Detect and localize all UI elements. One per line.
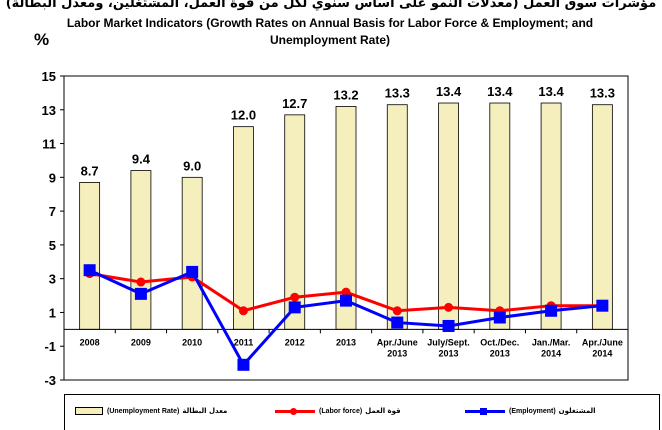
employment-point — [545, 304, 558, 317]
legend-label-en: (Employment) — [509, 407, 556, 415]
bar-swatch-icon — [75, 407, 103, 415]
x-tick-label: 2013 — [490, 348, 510, 358]
bar-value-label: 13.3 — [590, 86, 615, 101]
labor-force-point — [444, 302, 454, 312]
legend: (Unemployment Rate) معدل البطالة (Labor … — [64, 394, 660, 430]
bar-value-label: 9.0 — [183, 158, 201, 173]
x-tick-label: Apr./June — [582, 337, 623, 347]
labor-force-point — [136, 277, 146, 287]
legend-item-labor-force: (Labor force) قوة العمل — [275, 407, 401, 415]
bar-value-label: 8.7 — [81, 163, 99, 178]
employment-point — [493, 311, 506, 324]
x-tick-label: 2009 — [131, 337, 151, 347]
y-tick-label: -1 — [44, 339, 56, 354]
employment-point — [237, 358, 250, 371]
bar-value-label: 13.4 — [436, 84, 462, 99]
unemployment-bar — [79, 181, 101, 330]
employment-point — [340, 294, 352, 307]
y-tick-label: 5 — [49, 238, 56, 253]
legend-item-employment: (Employment) المشتغلون — [465, 407, 596, 415]
y-axis-unit: % — [34, 30, 50, 49]
unemployment-bar — [233, 126, 254, 330]
unemployment-bar — [181, 176, 203, 330]
x-tick-label: Apr./June — [377, 337, 418, 347]
unemployment-bar — [386, 104, 408, 330]
y-tick-label: 1 — [49, 305, 56, 320]
bar-value-label: 12.0 — [231, 108, 256, 123]
x-tick-label: 2010 — [182, 337, 202, 347]
employment-point — [596, 299, 609, 312]
y-tick-label: 3 — [49, 272, 56, 287]
chart-title-arabic: مؤشرات سوق العمل (معدلات النمو على أساس … — [5, 0, 657, 11]
employment-point — [134, 287, 147, 300]
red-line-circle-icon — [275, 407, 315, 415]
y-tick-label: 13 — [42, 103, 56, 118]
bar-value-label: 13.3 — [385, 86, 410, 101]
bar-value-label: 13.2 — [333, 87, 358, 102]
x-tick-label: 2008 — [80, 337, 100, 347]
employment-point — [391, 316, 404, 329]
blue-line-square-icon — [465, 407, 505, 415]
y-tick-label: -3 — [44, 373, 56, 388]
unemployment-bar — [591, 104, 613, 330]
x-tick-label: 2011 — [234, 337, 254, 347]
employment-point — [83, 264, 96, 277]
y-tick-label: 9 — [49, 170, 56, 185]
y-tick-label: 7 — [49, 204, 56, 219]
plot-frame — [63, 75, 629, 381]
legend-label-ar: المشتغلون — [558, 407, 596, 415]
labor-force-point — [238, 306, 248, 316]
bar-value-label: 13.4 — [487, 84, 513, 99]
x-tick-label: 2013 — [336, 337, 356, 347]
unemployment-bar — [438, 102, 459, 330]
employment-point — [288, 301, 301, 314]
legend-label-en: (Unemployment Rate) — [107, 407, 180, 415]
employment-point — [186, 265, 199, 278]
bar-value-label: 12.7 — [282, 96, 307, 111]
x-tick-label: 2014 — [592, 348, 612, 358]
labor-force-point — [341, 287, 351, 297]
employment-point — [442, 319, 455, 332]
unemployment-bar — [540, 102, 562, 330]
x-tick-label: Oct./Dec. — [480, 337, 519, 347]
x-tick-label: 2014 — [541, 348, 561, 358]
chart-title: Labor Market Indicators (Growth Rates on… — [66, 16, 594, 47]
x-tick-label: 2013 — [387, 348, 407, 358]
labor-force-point — [290, 292, 300, 302]
x-tick-label: July/Sept. — [427, 337, 470, 347]
y-tick-label: 11 — [42, 137, 56, 152]
legend-label-ar: قوة العمل — [365, 407, 401, 415]
bar-value-label: 13.4 — [538, 84, 564, 99]
legend-item-unemployment: (Unemployment Rate) معدل البطالة — [75, 407, 227, 415]
x-tick-label: 2013 — [439, 348, 459, 358]
legend-label-en: (Labor force) — [319, 407, 363, 415]
x-tick-label: 2012 — [285, 337, 305, 347]
legend-label-ar: معدل البطالة — [182, 407, 228, 415]
unemployment-bar — [489, 102, 511, 330]
y-tick-label: 15 — [42, 69, 56, 84]
x-tick-label: Jan./Mar. — [532, 337, 571, 347]
unemployment-bar — [130, 170, 152, 330]
labor-force-point — [392, 306, 402, 316]
bar-value-label: 9.4 — [132, 152, 151, 167]
